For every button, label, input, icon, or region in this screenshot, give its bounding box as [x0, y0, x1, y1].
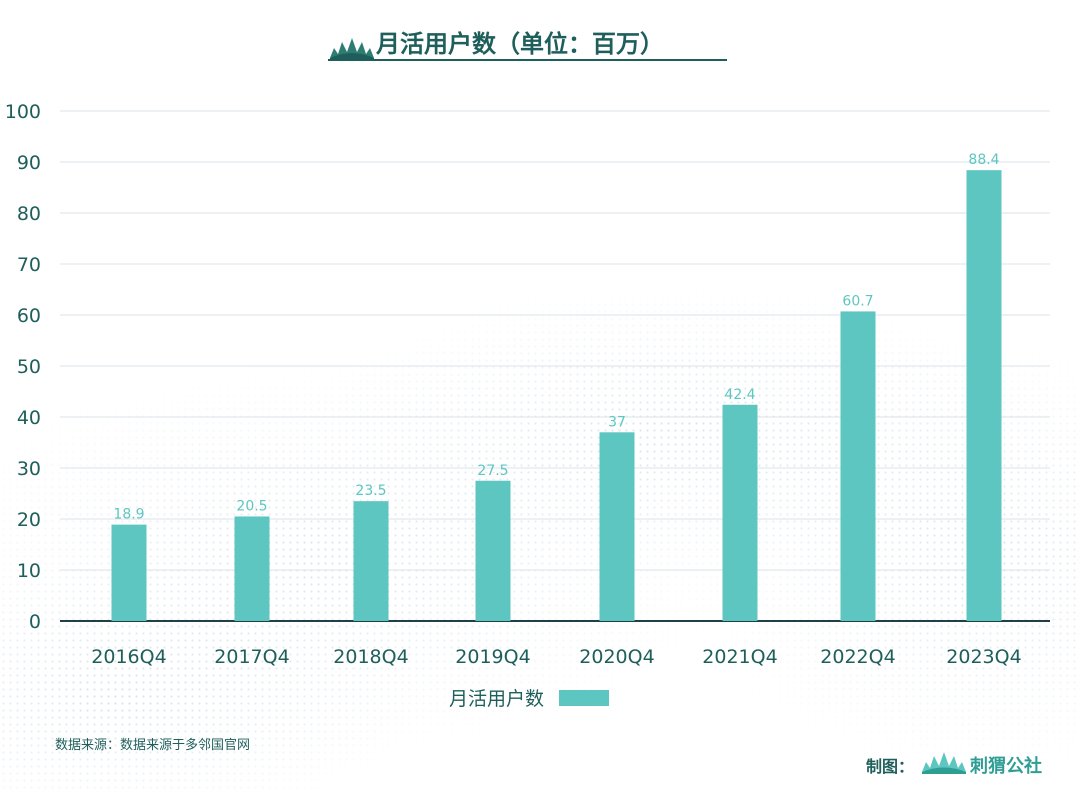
y-tick-label: 50 [17, 356, 41, 378]
bars [111, 170, 1002, 621]
gridlines [60, 110, 1050, 571]
x-tick-label: 2019Q4 [455, 646, 530, 668]
bar-value-label: 42.4 [724, 387, 755, 403]
bar-2020Q4 [599, 432, 635, 621]
y-axis-tick-labels: 0 10 20 30 40 50 60 70 80 90 100 [5, 101, 41, 633]
x-tick-label: 2018Q4 [333, 646, 408, 668]
bar-2023Q4 [966, 170, 1002, 621]
chart-title: 月活用户数（单位：百万） [375, 30, 664, 58]
brand-name: 刺猬公社 [970, 755, 1042, 777]
y-tick-label: 30 [17, 458, 41, 480]
title-block: 月活用户数（单位：百万） [328, 30, 727, 61]
data-source-note: 数据来源：数据来源于多邻国官网 [55, 737, 250, 753]
bar-value-label: 27.5 [477, 463, 508, 479]
credit-label: 制图： [866, 757, 914, 776]
bar-value-label: 88.4 [968, 152, 999, 168]
bar-2019Q4 [475, 480, 511, 621]
legend-swatch [559, 690, 609, 706]
bar-value-label: 23.5 [355, 483, 386, 499]
y-tick-label: 20 [17, 509, 41, 531]
bar-value-label: 60.7 [842, 293, 873, 309]
x-tick-label: 2021Q4 [702, 646, 777, 668]
y-tick-label: 100 [5, 101, 41, 123]
x-tick-label: 2022Q4 [820, 646, 895, 668]
bar-2018Q4 [353, 501, 389, 621]
y-tick-label: 80 [17, 203, 41, 225]
bar-value-label: 37 [608, 414, 626, 430]
x-axis-tick-labels: 2016Q4 2017Q4 2018Q4 2019Q4 2020Q4 2021Q4 2022… [91, 646, 1021, 668]
bar-2022Q4 [840, 311, 876, 621]
y-tick-label: 60 [17, 305, 41, 327]
y-tick-label: 70 [17, 254, 41, 276]
bar-value-label: 18.9 [113, 507, 144, 523]
hedgehog-logo-icon [330, 38, 374, 60]
x-tick-label: 2020Q4 [579, 646, 654, 668]
x-tick-label: 2023Q4 [946, 646, 1021, 668]
y-tick-label: 10 [17, 560, 41, 582]
x-tick-label: 2017Q4 [214, 646, 289, 668]
y-tick-label: 90 [17, 152, 41, 174]
bar-2017Q4 [234, 516, 270, 621]
y-tick-label: 0 [29, 611, 41, 633]
legend: 月活用户数 [449, 688, 609, 710]
bar-value-label: 20.5 [236, 498, 267, 514]
legend-label: 月活用户数 [449, 688, 544, 710]
bar-2021Q4 [722, 404, 758, 621]
bar-2016Q4 [111, 524, 147, 621]
credit: 制图： 刺猬公社 [866, 752, 1042, 777]
hedgehog-brand-icon [922, 752, 966, 774]
x-tick-label: 2016Q4 [91, 646, 166, 668]
y-tick-label: 40 [17, 407, 41, 429]
bar-value-labels: 18.9 20.5 23.5 27.5 37 42.4 60.7 88.4 [113, 152, 999, 522]
